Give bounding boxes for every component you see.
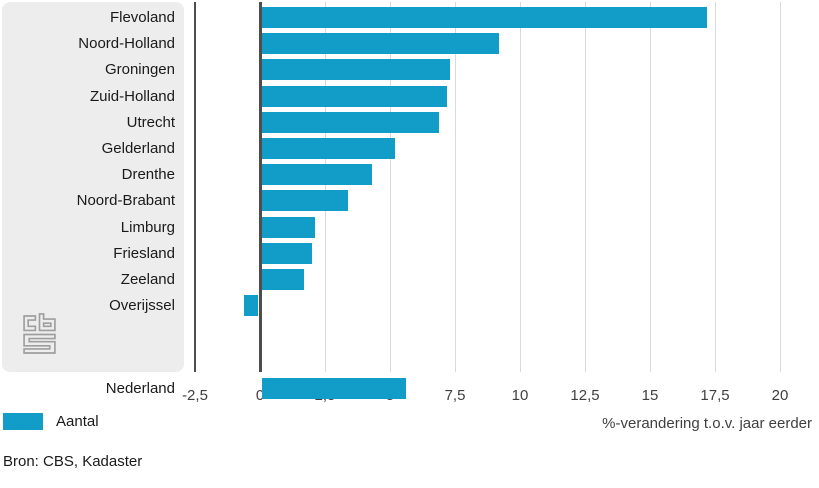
category-label: Utrecht bbox=[126, 113, 175, 131]
x-tick-label: 15 bbox=[641, 387, 659, 404]
axis-left-spine bbox=[194, 2, 196, 372]
gridline bbox=[779, 2, 781, 372]
gridline bbox=[519, 2, 521, 372]
x-tick-label: 7,5 bbox=[444, 387, 466, 404]
gridline bbox=[454, 2, 456, 372]
bar[interactable] bbox=[261, 377, 406, 399]
bar[interactable] bbox=[261, 111, 440, 133]
x-tick-label: 12,5 bbox=[570, 387, 600, 404]
category-panel bbox=[2, 2, 184, 372]
bar[interactable] bbox=[261, 190, 349, 212]
bar[interactable] bbox=[261, 216, 315, 238]
category-label: Zuid-Holland bbox=[89, 87, 175, 105]
gridline bbox=[649, 2, 651, 372]
x-tick-label: 10 bbox=[511, 387, 529, 404]
legend-label[interactable]: Aantal bbox=[56, 413, 99, 430]
gridline bbox=[324, 2, 326, 372]
bar[interactable] bbox=[261, 7, 708, 28]
gridline bbox=[584, 2, 586, 372]
bar[interactable] bbox=[261, 33, 500, 55]
category-label: Groningen bbox=[104, 61, 175, 79]
category-label: Friesland bbox=[113, 244, 175, 262]
category-label: Drenthe bbox=[121, 166, 175, 184]
bar[interactable] bbox=[244, 295, 259, 317]
bar[interactable] bbox=[261, 242, 312, 264]
category-label: Flevoland bbox=[109, 9, 175, 26]
x-axis-title: %-verandering t.o.v. jaar eerder bbox=[602, 415, 812, 432]
bar[interactable] bbox=[261, 164, 372, 186]
category-label: Gelderland bbox=[101, 140, 175, 157]
category-label: Noord-Brabant bbox=[76, 192, 175, 210]
bar[interactable] bbox=[261, 269, 305, 290]
x-tick-label: 0 bbox=[255, 387, 265, 404]
bar[interactable] bbox=[261, 59, 450, 81]
category-label: Noord-Holland bbox=[78, 35, 175, 53]
legend-swatch[interactable] bbox=[3, 413, 43, 430]
x-tick-label: 20 bbox=[771, 387, 789, 404]
category-label: Limburg bbox=[120, 218, 175, 236]
legend[interactable]: Aantal bbox=[3, 413, 99, 430]
gridline bbox=[714, 2, 716, 372]
category-label: Zeeland bbox=[120, 271, 175, 288]
x-tick-label: 17,5 bbox=[700, 387, 730, 404]
bar[interactable] bbox=[261, 138, 396, 159]
cbs-logo bbox=[23, 313, 56, 354]
x-tick-label: -2,5 bbox=[182, 387, 208, 404]
gridline bbox=[389, 2, 391, 372]
bar[interactable] bbox=[261, 85, 448, 107]
source-text: Bron: CBS, Kadaster bbox=[3, 453, 143, 470]
category-label: Nederland bbox=[105, 379, 175, 397]
category-label: Overijssel bbox=[109, 297, 175, 315]
zero-axis-line bbox=[258, 2, 262, 372]
cbs-logo-glyphs bbox=[23, 313, 56, 354]
